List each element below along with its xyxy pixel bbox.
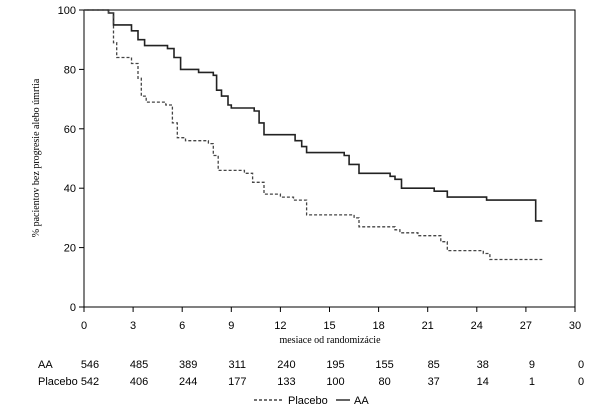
x-tick-label: 0 — [81, 320, 87, 332]
risk-cell: 311 — [229, 359, 247, 371]
risk-row-label: AA — [38, 359, 53, 371]
risk-row-label: Placebo — [38, 376, 78, 388]
risk-cell: 37 — [428, 376, 440, 388]
risk-cell: 133 — [277, 376, 295, 388]
x-tick-label: 6 — [179, 320, 185, 332]
legend: Placebo AA — [254, 395, 369, 407]
risk-cell: 406 — [130, 376, 148, 388]
risk-cell: 177 — [228, 376, 246, 388]
risk-cell: 195 — [326, 359, 344, 371]
x-tick-label: 12 — [274, 320, 286, 332]
x-tick-label: 18 — [372, 320, 384, 332]
risk-cell: 1 — [529, 376, 535, 388]
y-tick-label: 40 — [64, 183, 76, 195]
x-axis-label: mesiace od randomizácie — [279, 335, 381, 346]
y-tick-label: 100 — [58, 5, 76, 17]
series-layer — [84, 9, 543, 261]
risk-cell: 485 — [130, 359, 148, 371]
x-tick-label: 9 — [228, 320, 234, 332]
risk-cell: 100 — [326, 376, 344, 388]
y-tick-label: 20 — [64, 243, 76, 255]
risk-cell: 240 — [277, 359, 295, 371]
x-tick-label: 30 — [569, 320, 581, 332]
risk-cell: 546 — [81, 359, 99, 371]
risk-cell: 155 — [375, 359, 393, 371]
risk-cell: 38 — [477, 359, 489, 371]
axis-ticks: 0 3 6 9 12 15 18 21 24 27 30 0 20 40 60 80 100 — [58, 5, 581, 332]
series-line-aa — [84, 9, 543, 222]
series-line-placebo — [84, 9, 543, 261]
legend-label-aa: AA — [354, 395, 369, 407]
y-tick-label: 0 — [70, 302, 76, 314]
risk-cell: 80 — [378, 376, 390, 388]
legend-label-placebo: Placebo — [288, 395, 328, 407]
plot-frame — [83, 9, 576, 308]
x-tick-label: 24 — [471, 320, 483, 332]
x-tick-label: 21 — [422, 320, 434, 332]
x-tick-label: 27 — [520, 320, 532, 332]
risk-cell: 9 — [529, 359, 535, 371]
risk-cell: 0 — [578, 376, 584, 388]
risk-cell: 542 — [81, 376, 99, 388]
risk-cell: 389 — [179, 359, 197, 371]
risk-cell: 0 — [578, 359, 584, 371]
x-tick-label: 15 — [323, 320, 335, 332]
risk-cell: 14 — [477, 376, 489, 388]
y-tick-label: 60 — [64, 124, 76, 136]
x-tick-label: 3 — [130, 320, 136, 332]
risk-cell: 244 — [179, 376, 197, 388]
y-axis-label: % pacientov bez progresie alebo úmrtia — [31, 78, 42, 237]
risk-cell: 85 — [428, 359, 440, 371]
y-tick-label: 80 — [64, 64, 76, 76]
